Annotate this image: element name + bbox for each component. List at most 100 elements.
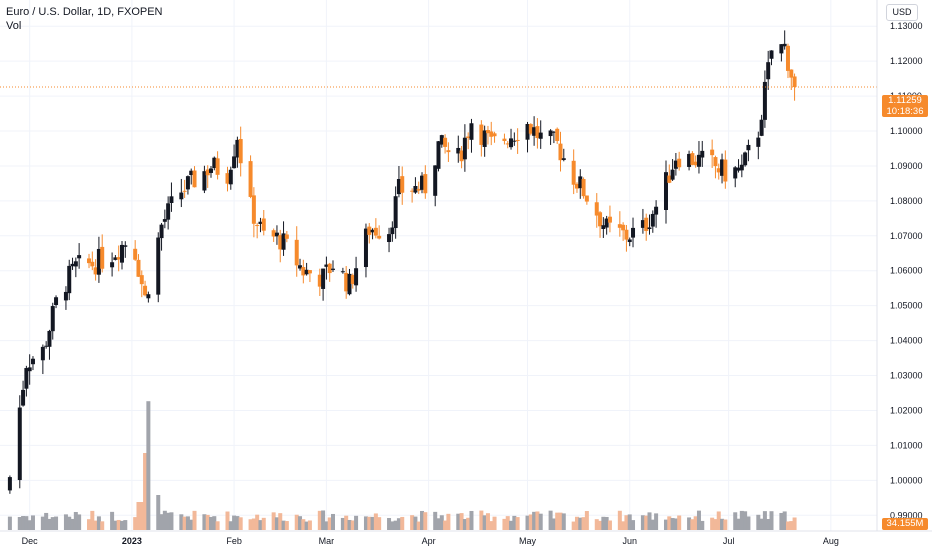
volume-bar: [169, 512, 174, 530]
candle-body: [330, 268, 335, 270]
candle-body: [598, 212, 603, 227]
candle-body: [387, 234, 392, 243]
volume-bar: [50, 517, 55, 530]
x-tick-label: 2023: [122, 536, 142, 546]
y-tick-label: 1.05000: [890, 301, 923, 311]
volume-bar: [525, 515, 530, 530]
candle-body: [271, 230, 276, 237]
y-tick-label: 1.01000: [890, 440, 923, 450]
candle-body: [179, 192, 184, 200]
candle-body: [482, 130, 487, 147]
volume-bar: [235, 516, 240, 530]
currency-button[interactable]: USD: [886, 4, 918, 21]
volume-bars: [7, 401, 797, 530]
volume-bar: [433, 511, 438, 530]
volume-bar: [93, 520, 98, 530]
candle-body: [571, 160, 576, 185]
volume-bar: [555, 512, 560, 530]
volume-bar: [489, 521, 494, 530]
candle-body: [436, 141, 441, 169]
volume-bar: [251, 518, 256, 530]
volume-bar: [390, 521, 395, 530]
volume-bar: [621, 521, 626, 530]
candle-body: [370, 229, 375, 233]
volume-bar: [363, 516, 368, 530]
candle-body: [317, 274, 322, 287]
volume-bar: [571, 521, 576, 530]
volume-bar: [756, 514, 761, 530]
candle-body: [700, 150, 705, 158]
volume-bar: [584, 511, 589, 530]
candle-body: [505, 143, 510, 145]
volume-bar: [321, 510, 326, 530]
candle-body: [54, 297, 59, 305]
candle-body: [24, 368, 29, 389]
candle-body: [723, 159, 728, 182]
candle-body: [278, 235, 283, 250]
volume-bar: [156, 495, 161, 530]
candle-body: [512, 140, 517, 142]
y-tick-label: 1.04000: [890, 336, 923, 346]
volume-bar: [558, 512, 563, 530]
candle-body: [640, 220, 645, 228]
volume-bar: [505, 516, 510, 530]
candle-body: [67, 265, 72, 294]
volume-bar: [792, 517, 797, 530]
volume-bar: [416, 521, 421, 530]
candle-body: [393, 196, 398, 229]
volume-bar: [373, 513, 378, 530]
candle-body: [607, 216, 612, 223]
last-price-tag: 1.11259 10:18:36: [882, 95, 928, 117]
candle-body: [420, 175, 425, 190]
volume-bar: [410, 515, 415, 530]
volume-bar: [746, 516, 751, 530]
candle-body: [340, 271, 345, 273]
chart-legend: Euro / U.S. Dollar, 1D, FXOPEN Vol: [6, 5, 163, 33]
candle-body: [304, 269, 309, 275]
candle-body: [733, 167, 738, 179]
volume-bar: [301, 519, 306, 530]
volume-bar: [443, 520, 448, 530]
volume-bar: [215, 521, 220, 530]
volume-bar: [70, 518, 75, 530]
volume-bar: [139, 502, 144, 530]
volume-bar: [687, 517, 692, 530]
volume-bar: [482, 515, 487, 530]
candle-body: [162, 219, 167, 222]
candle-body: [782, 43, 787, 47]
candle-body: [73, 261, 78, 267]
volume-bar: [393, 520, 398, 530]
x-tick-label: Jun: [622, 536, 637, 546]
volume-bar: [162, 510, 167, 530]
candle-body: [100, 246, 105, 269]
volume-bar: [179, 514, 184, 530]
volume-bar: [146, 401, 151, 530]
volume-bar: [182, 516, 187, 530]
candle-body: [792, 76, 797, 88]
x-tick-label: Dec: [22, 536, 39, 546]
volume-bar: [594, 519, 599, 530]
volume-bar: [377, 517, 382, 530]
time-axis[interactable]: Dec 2023 Feb Mar Apr May Jun Jul Aug: [22, 536, 839, 546]
volume-bar: [110, 511, 115, 530]
volume-bar: [119, 520, 124, 530]
volume-bar: [769, 511, 774, 530]
candle-body: [274, 232, 279, 237]
x-tick-label: Feb: [226, 536, 242, 546]
volume-bar: [716, 511, 721, 530]
volume-bar: [604, 516, 609, 530]
volume-bar: [212, 516, 217, 530]
candle-body: [212, 157, 217, 169]
volume-indicator-label[interactable]: Vol: [6, 20, 22, 32]
x-tick-label: Mar: [319, 536, 335, 546]
candle-body: [63, 291, 68, 301]
volume-bar: [350, 520, 355, 530]
candle-body: [363, 228, 368, 268]
candle-body: [439, 135, 444, 145]
candle-body: [650, 213, 655, 227]
symbol-title[interactable]: Euro / U.S. Dollar, 1D, FXOPEN: [6, 6, 163, 18]
candle-body: [433, 165, 438, 196]
volume-bar: [271, 512, 276, 530]
candle-body: [209, 168, 214, 173]
